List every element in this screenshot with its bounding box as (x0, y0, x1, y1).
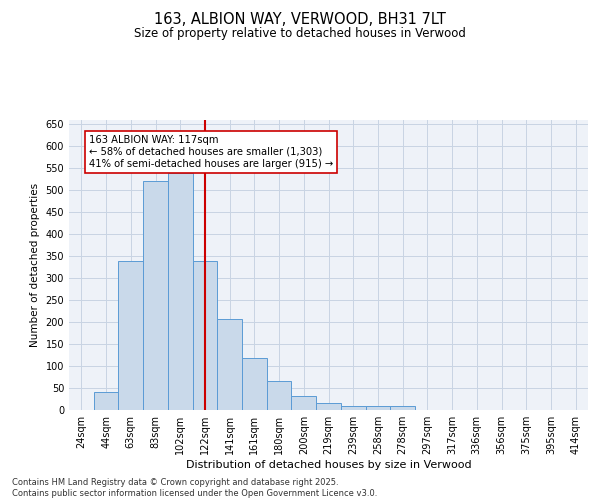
Bar (193, 260, 217, 410)
Bar (292, 396, 316, 410)
Text: 163 ALBION WAY: 117sqm
← 58% of detached houses are smaller (1,303)
41% of semi-: 163 ALBION WAY: 117sqm ← 58% of detached… (89, 136, 333, 168)
Bar (242, 358, 267, 410)
X-axis label: Distribution of detached houses by size in Verwood: Distribution of detached houses by size … (185, 460, 472, 470)
Bar (365, 406, 390, 410)
Bar (217, 319, 242, 410)
Text: Size of property relative to detached houses in Verwood: Size of property relative to detached ho… (134, 28, 466, 40)
Bar (341, 406, 365, 410)
Bar (316, 403, 341, 410)
Text: 163, ALBION WAY, VERWOOD, BH31 7LT: 163, ALBION WAY, VERWOOD, BH31 7LT (154, 12, 446, 28)
Bar (94, 392, 118, 410)
Bar (118, 262, 143, 410)
Y-axis label: Number of detached properties: Number of detached properties (30, 183, 40, 347)
Bar (143, 180, 168, 410)
Bar (267, 382, 292, 410)
Text: Contains HM Land Registry data © Crown copyright and database right 2025.
Contai: Contains HM Land Registry data © Crown c… (12, 478, 377, 498)
Bar (168, 172, 193, 410)
Bar (390, 406, 415, 410)
